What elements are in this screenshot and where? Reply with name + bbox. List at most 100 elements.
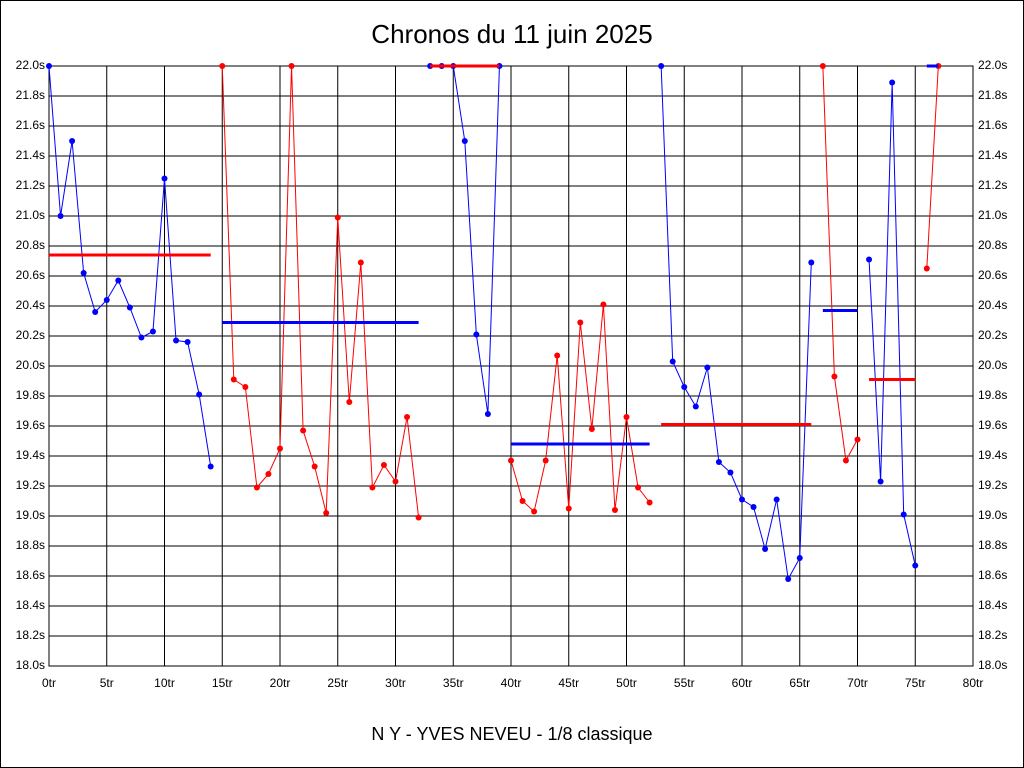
- data-point: [866, 256, 873, 263]
- data-point: [149, 328, 156, 335]
- y2-tick-label: 21.2s: [978, 178, 1007, 192]
- data-point: [508, 457, 514, 464]
- data-point: [750, 504, 757, 510]
- y2-tick-label: 21.8s: [978, 88, 1007, 102]
- data-point: [600, 301, 607, 308]
- data-point: [577, 319, 584, 326]
- y-tick-label: 19.4s: [16, 448, 45, 462]
- y-tick-label: 21.6s: [16, 118, 45, 132]
- y2-tick-label: 19.0s: [978, 508, 1007, 522]
- data-point: [554, 352, 561, 359]
- data-point: [253, 484, 260, 491]
- data-point: [230, 376, 237, 383]
- data-point: [103, 297, 110, 303]
- data-point: [461, 138, 468, 144]
- data-point: [219, 63, 226, 69]
- y2-tick-label: 21.4s: [978, 148, 1007, 162]
- data-point: [300, 427, 307, 434]
- x-tick-label: 70tr: [847, 676, 868, 690]
- x-tick-label: 30tr: [385, 676, 406, 690]
- data-point: [889, 79, 896, 86]
- y-tick-label: 19.2s: [16, 478, 45, 492]
- data-point: [635, 484, 642, 491]
- y-tick-label: 20.8s: [16, 238, 45, 252]
- data-point: [115, 277, 122, 284]
- x-tick-label: 60tr: [732, 676, 753, 690]
- x-tick-label: 5tr: [100, 676, 114, 690]
- data-point: [334, 214, 341, 221]
- data-point: [681, 384, 688, 390]
- y2-tick-label: 18.4s: [978, 598, 1007, 612]
- y2-tick-label: 21.0s: [978, 208, 1007, 222]
- data-point: [346, 399, 353, 405]
- y-tick-label: 18.2s: [16, 628, 45, 642]
- data-point: [623, 414, 630, 420]
- x-tick-label: 45tr: [558, 676, 579, 690]
- data-point: [796, 555, 803, 561]
- series-line: [660, 65, 812, 581]
- data-point: [69, 138, 76, 144]
- chart-title: Chronos du 11 juin 2025: [371, 19, 652, 49]
- data-point: [484, 411, 491, 417]
- data-point: [415, 514, 422, 521]
- data-point: [611, 507, 618, 513]
- data-point: [392, 478, 399, 485]
- x-tick-label: 20tr: [270, 676, 291, 690]
- data-point: [265, 471, 272, 477]
- data-point: [207, 463, 214, 470]
- data-point: [92, 309, 99, 315]
- y2-tick-label: 18.2s: [978, 628, 1007, 642]
- y-tick-label: 21.4s: [16, 148, 45, 162]
- data-point: [669, 358, 676, 365]
- data-point: [923, 265, 930, 272]
- y-tick-label: 21.2s: [16, 178, 45, 192]
- data-point: [808, 259, 815, 266]
- data-point: [80, 270, 87, 276]
- y2-tick-label: 20.8s: [978, 238, 1007, 252]
- x-tick-label: 50tr: [616, 676, 637, 690]
- series-line: [221, 65, 420, 518]
- data-point: [173, 337, 180, 344]
- y2-tick-label: 22.0s: [978, 58, 1007, 72]
- y-tick-label: 20.2s: [16, 328, 45, 342]
- data-point: [762, 546, 769, 552]
- data-point: [785, 576, 792, 582]
- data-point: [842, 457, 849, 464]
- data-point: [473, 331, 480, 338]
- y2-tick-label: 19.4s: [978, 448, 1007, 462]
- series-line: [822, 65, 858, 463]
- x-tick-label: 35tr: [443, 676, 464, 690]
- y2-tick-label: 19.2s: [978, 478, 1007, 492]
- x-tick-label: 75tr: [905, 676, 926, 690]
- y-tick-label: 18.6s: [16, 568, 45, 582]
- y-tick-label: 19.6s: [16, 418, 45, 432]
- y2-tick-label: 20.0s: [978, 358, 1007, 372]
- data-point: [196, 391, 203, 398]
- x-tick-label: 80tr: [963, 676, 984, 690]
- data-point: [138, 334, 145, 341]
- data-point: [404, 414, 411, 420]
- data-point: [323, 510, 330, 516]
- x-tick-label: 0tr: [42, 676, 56, 690]
- y-tick-label: 20.6s: [16, 268, 45, 282]
- y2-tick-label: 20.6s: [978, 268, 1007, 282]
- y-tick-label: 18.0s: [16, 658, 45, 672]
- y-tick-label: 20.0s: [16, 358, 45, 372]
- y2-tick-label: 20.2s: [978, 328, 1007, 342]
- x-tick-label: 15tr: [212, 676, 233, 690]
- data-point: [646, 499, 653, 506]
- y-tick-label: 22.0s: [16, 58, 45, 72]
- y2-tick-label: 19.6s: [978, 418, 1007, 432]
- data-point: [831, 373, 838, 380]
- data-point: [369, 484, 376, 491]
- data-point: [565, 505, 572, 512]
- y-tick-label: 20.4s: [16, 298, 45, 312]
- data-point: [739, 496, 745, 503]
- y-tick-label: 19.8s: [16, 388, 45, 402]
- x-tick-label: 25tr: [327, 676, 348, 690]
- data-point: [704, 364, 711, 371]
- data-point: [357, 259, 364, 266]
- data-point: [819, 63, 826, 69]
- data-point: [658, 63, 665, 69]
